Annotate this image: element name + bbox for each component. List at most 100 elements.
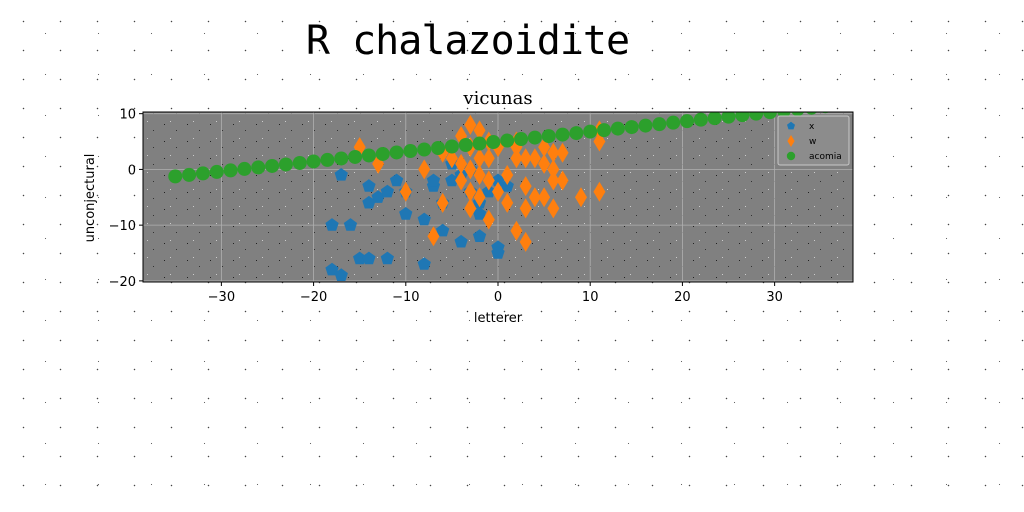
point-w — [547, 159, 560, 180]
point-w — [455, 170, 468, 191]
point-w — [492, 181, 504, 202]
point-acomia — [749, 112, 764, 121]
y-tick-label: −20 — [109, 275, 136, 290]
point-w — [418, 159, 431, 180]
legend-box — [777, 115, 850, 166]
point-acomia — [707, 112, 722, 126]
point-w — [547, 170, 560, 191]
point-w — [519, 148, 532, 169]
point-acomia — [458, 137, 473, 152]
x-tick-label: −30 — [208, 290, 235, 305]
axis-ticks: −30 −20 −10 0 10 20 30 −20 −10 0 10 — [109, 108, 783, 305]
point-acomia — [583, 124, 598, 139]
point-x — [325, 218, 339, 231]
point-acomia — [610, 121, 625, 136]
point-acomia — [223, 163, 238, 178]
point-w — [501, 164, 514, 185]
point-w — [547, 198, 560, 219]
point-acomia — [403, 144, 418, 159]
point-x — [491, 246, 505, 259]
point-x — [371, 190, 385, 203]
point-acomia — [417, 142, 432, 157]
point-x — [380, 251, 394, 265]
point-acomia — [348, 149, 363, 164]
legend-marker-x — [787, 121, 795, 130]
point-acomia — [292, 155, 307, 170]
point-acomia — [182, 167, 197, 182]
point-acomia — [278, 157, 293, 172]
y-tick-label: −10 — [109, 219, 136, 234]
point-w — [464, 159, 477, 180]
point-x — [445, 173, 459, 187]
point-acomia — [306, 154, 321, 169]
x-tick-label: −10 — [392, 290, 419, 305]
point-w — [473, 164, 486, 185]
point-w — [464, 198, 477, 219]
point-acomia — [431, 141, 446, 156]
point-w — [445, 148, 458, 169]
point-w — [464, 181, 477, 202]
legend-label-w: w — [809, 137, 816, 147]
y-tick-label: 0 — [128, 163, 136, 178]
point-x — [362, 179, 376, 192]
point-w — [547, 142, 560, 163]
point-w — [482, 170, 495, 191]
point-acomia — [652, 117, 667, 132]
point-acomia — [251, 160, 266, 175]
point-w — [528, 187, 541, 208]
point-w — [519, 231, 532, 252]
point-x — [353, 251, 367, 265]
point-acomia — [444, 139, 459, 154]
point-w — [538, 153, 551, 174]
point-x — [472, 229, 487, 242]
point-x — [417, 212, 431, 226]
x-axis-label: letterer — [474, 311, 523, 326]
point-w — [593, 181, 606, 202]
point-w — [501, 192, 514, 213]
point-acomia — [638, 118, 653, 133]
y-tick-label: 10 — [119, 108, 136, 123]
point-acomia — [237, 161, 252, 176]
point-acomia — [624, 120, 639, 135]
data-marks — [168, 112, 830, 281]
point-acomia — [486, 135, 501, 150]
point-w — [455, 153, 468, 174]
point-acomia — [265, 158, 280, 173]
point-acomia — [209, 164, 224, 179]
point-acomia — [500, 133, 515, 148]
point-w — [436, 192, 449, 213]
point-x — [389, 173, 404, 187]
point-x — [472, 207, 487, 220]
point-x — [362, 251, 376, 265]
legend-label-x: x — [809, 122, 815, 132]
x-tick-label: 10 — [582, 290, 599, 305]
point-w — [473, 120, 486, 141]
point-acomia — [791, 112, 805, 117]
point-acomia — [527, 130, 542, 145]
point-acomia — [805, 112, 818, 115]
point-x — [380, 184, 394, 198]
point-x — [500, 179, 514, 192]
point-acomia — [721, 112, 736, 124]
y-axis-label: unconjectural — [83, 154, 98, 243]
point-acomia — [375, 146, 390, 161]
figure-title: R chalazoidite — [305, 18, 630, 64]
point-x — [343, 218, 358, 231]
point-x — [325, 262, 339, 276]
point-w — [519, 176, 532, 197]
point-acomia — [514, 132, 529, 147]
point-acomia — [693, 112, 708, 127]
point-w — [519, 198, 532, 219]
legend-marker-acomia — [786, 151, 796, 161]
point-w — [538, 187, 551, 208]
legend: xw acomia — [777, 115, 850, 166]
point-w — [528, 148, 541, 169]
point-x — [482, 184, 496, 198]
point-x — [417, 257, 431, 270]
point-w — [556, 142, 569, 163]
point-acomia — [763, 112, 778, 120]
point-acomia — [320, 152, 335, 167]
point-w — [473, 187, 486, 208]
point-acomia — [597, 123, 612, 138]
x-tick-label: −20 — [300, 290, 327, 305]
